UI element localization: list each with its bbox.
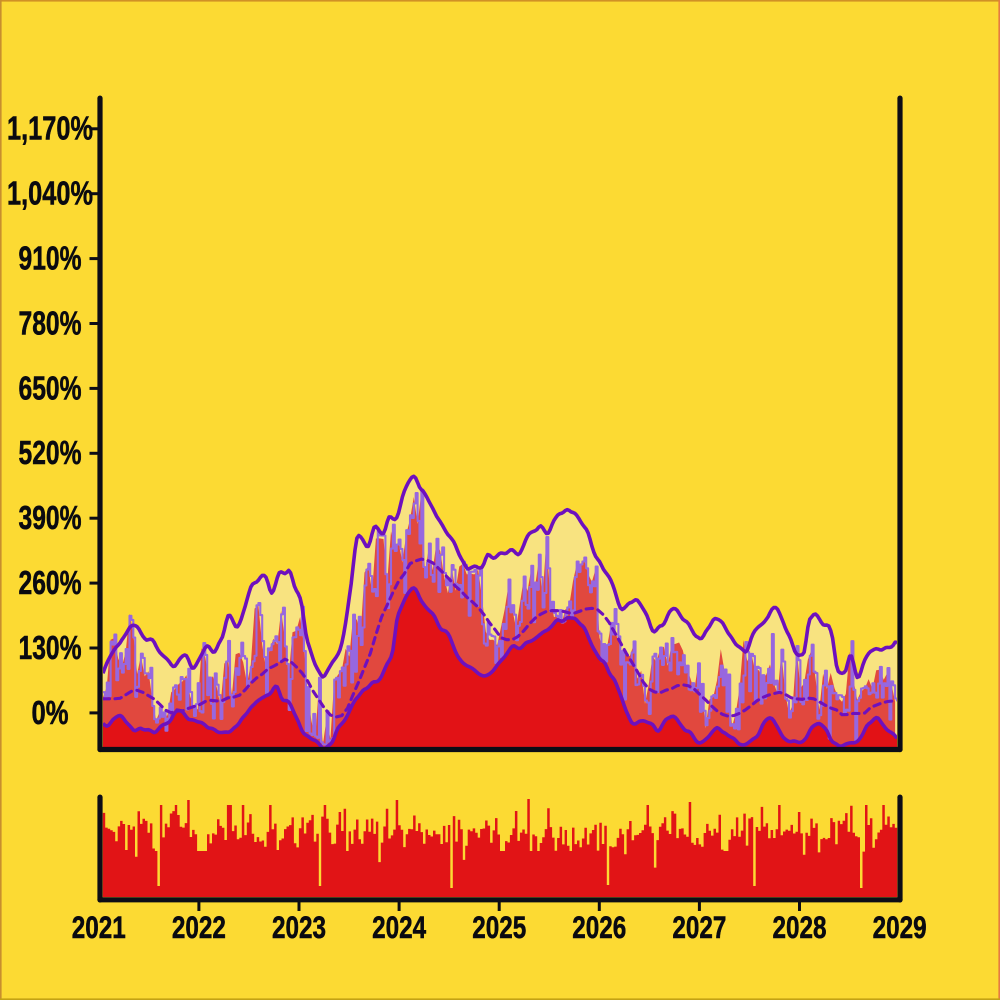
svg-text:2028: 2028	[773, 909, 827, 945]
svg-text:2029: 2029	[873, 909, 927, 945]
svg-text:2022: 2022	[172, 909, 226, 945]
svg-text:130%: 130%	[19, 629, 82, 666]
svg-text:520%: 520%	[19, 434, 82, 471]
svg-text:0%: 0%	[32, 694, 69, 731]
svg-text:2026: 2026	[572, 909, 626, 945]
svg-text:260%: 260%	[19, 564, 82, 601]
svg-text:1,170%: 1,170%	[7, 110, 93, 147]
svg-text:780%: 780%	[19, 304, 82, 341]
svg-text:2025: 2025	[472, 909, 526, 945]
svg-text:650%: 650%	[19, 369, 82, 406]
svg-text:1,040%: 1,040%	[7, 175, 93, 212]
svg-text:2024: 2024	[372, 909, 426, 945]
svg-text:910%: 910%	[19, 240, 82, 277]
svg-text:390%: 390%	[19, 499, 82, 536]
svg-text:2023: 2023	[272, 909, 326, 945]
svg-text:2021: 2021	[72, 909, 126, 945]
svg-text:2027: 2027	[672, 909, 726, 945]
